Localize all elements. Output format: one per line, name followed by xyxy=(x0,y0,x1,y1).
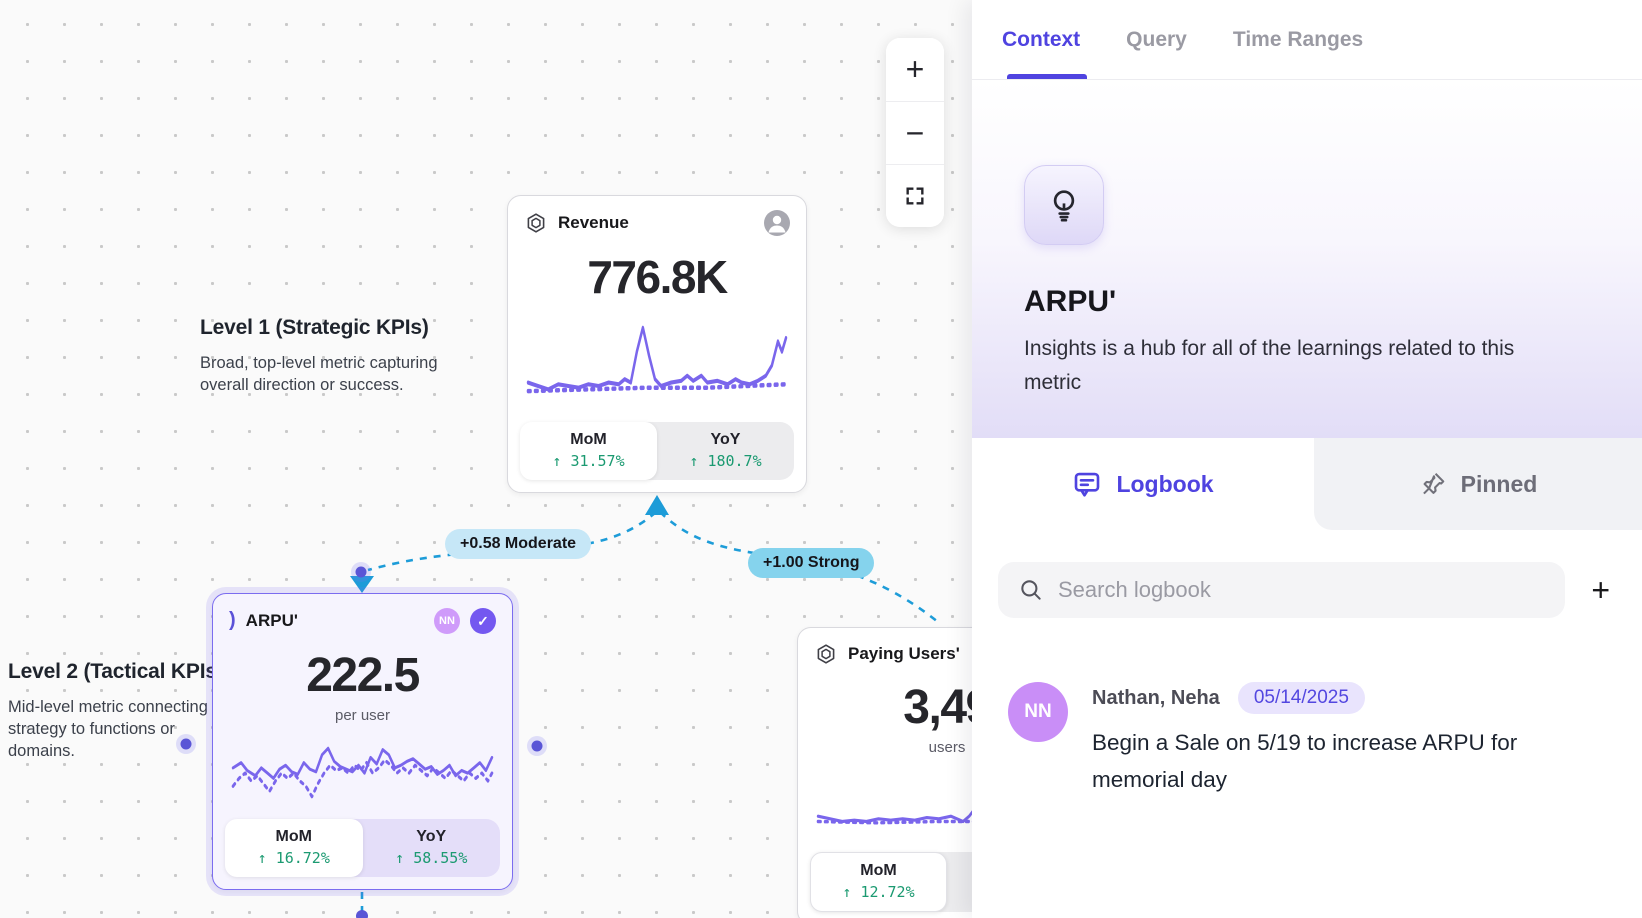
connection-handle[interactable] xyxy=(527,736,547,756)
sparkline-chart xyxy=(526,325,788,394)
metric-title: ARPU' xyxy=(1024,285,1117,318)
metric-hero: ARPU' Insights is a hub for all of the l… xyxy=(972,80,1642,438)
pin-icon xyxy=(1422,472,1444,495)
panel-subtabs: Logbook Pinned xyxy=(972,438,1642,530)
zoom-out-button[interactable]: − xyxy=(886,101,944,164)
node-metrics-footer: MoM ↑ 16.72% YoY ↑ 58.55% xyxy=(225,819,500,877)
yoy-metric[interactable]: YoY ↑ 58.55% xyxy=(395,828,468,867)
tab-logbook[interactable]: Logbook xyxy=(972,438,1314,530)
sparkline-chart xyxy=(816,810,972,825)
up-arrow-icon: ↑ xyxy=(842,883,852,901)
crescent-metric-icon: ) xyxy=(229,609,236,631)
level-1-label: Level 1 (Strategic KPIs) Broad, top-leve… xyxy=(200,316,458,396)
node-metrics-footer: MoM ↑ 31.57% YoY ↑ 180.7% xyxy=(520,422,794,480)
yoy-metric[interactable]: YoY ↑ 180.7% xyxy=(689,431,762,470)
fullscreen-icon xyxy=(906,187,924,205)
insight-tile xyxy=(1024,165,1104,245)
node-metrics-footer: MoM ↑ 12.72% xyxy=(810,852,972,912)
search-icon xyxy=(1021,580,1041,600)
up-arrow-icon: ↑ xyxy=(257,849,267,867)
hexagon-metric-icon xyxy=(817,644,835,664)
metric-tree-canvas[interactable]: Level 1 (Strategic KPIs) Broad, top-leve… xyxy=(0,0,972,918)
correlation-label-strong[interactable]: +1.00 Strong xyxy=(748,548,875,578)
metric-node-arpu[interactable]: ) ARPU' NN ✓ 222.5 per user MoM ↑ 16.72%… xyxy=(212,593,513,890)
collaborator-avatar: NN xyxy=(434,608,460,634)
connection-handle[interactable] xyxy=(176,734,196,754)
mom-metric[interactable]: MoM ↑ 12.72% xyxy=(810,852,947,912)
connection-handle[interactable] xyxy=(356,910,368,918)
add-logbook-entry-button[interactable]: + xyxy=(1585,574,1616,606)
node-value: 222.5 xyxy=(306,649,420,702)
level-2-description: Mid-level metric connecting strategy to … xyxy=(8,698,208,761)
arrowhead-down-icon xyxy=(350,576,374,593)
level-1-description: Broad, top-level metric capturing overal… xyxy=(200,354,438,395)
logbook-entry[interactable]: NN Nathan, Neha 05/14/2025 Begin a Sale … xyxy=(1008,682,1612,798)
active-tab-indicator xyxy=(1007,74,1087,79)
level-1-title: Level 1 (Strategic KPIs) xyxy=(200,316,429,339)
node-value: 776.8K xyxy=(587,251,728,303)
node-title: ARPU' xyxy=(245,611,298,630)
node-unit: users xyxy=(928,739,966,756)
sparkline-chart xyxy=(231,746,494,799)
panel-tabbar: Context Query Time Ranges xyxy=(972,0,1642,80)
verified-badge-icon: ✓ xyxy=(470,608,496,634)
arrowhead-up-icon xyxy=(645,495,669,515)
canvas-zoom-controls: + − xyxy=(886,38,944,227)
level-2-label: Level 2 (Tactical KPIs) Mid-level metric… xyxy=(8,660,240,762)
up-arrow-icon: ↑ xyxy=(689,452,699,470)
zoom-in-button[interactable]: + xyxy=(886,38,944,101)
node-title: Revenue xyxy=(558,213,629,232)
mom-metric[interactable]: MoM ↑ 16.72% xyxy=(225,819,363,877)
entry-avatar: NN xyxy=(1008,682,1068,742)
yoy-metric xyxy=(947,852,972,912)
entry-date-badge[interactable]: 05/14/2025 xyxy=(1237,682,1365,714)
metric-node-revenue[interactable]: Revenue 776.8K MoM ↑ 31.57% YoY xyxy=(507,195,807,493)
correlation-label-moderate[interactable]: +0.58 Moderate xyxy=(445,529,592,559)
metric-node-paying-users[interactable]: Paying Users' 3,49 users MoM ↑ 12.72% xyxy=(797,627,972,918)
owner-avatar-icon xyxy=(764,210,790,236)
entry-author: Nathan, Neha xyxy=(1092,686,1220,709)
tab-query[interactable]: Query xyxy=(1126,27,1187,51)
tab-time-ranges[interactable]: Time Ranges xyxy=(1232,27,1364,51)
node-value: 3,49 xyxy=(903,681,972,734)
up-arrow-icon: ↑ xyxy=(552,452,562,470)
logbook-toolbar: + xyxy=(998,562,1616,618)
mom-metric[interactable]: MoM ↑ 31.57% xyxy=(520,422,657,480)
context-panel: Context Query Time Ranges ARPU' Insights… xyxy=(972,0,1642,918)
hexagon-metric-icon xyxy=(527,213,545,233)
node-unit: per user xyxy=(334,707,391,724)
logbook-content: + NN Nathan, Neha 05/14/2025 Begin a Sal… xyxy=(972,530,1642,918)
node-title: Paying Users' xyxy=(848,644,960,663)
lightbulb-icon xyxy=(1053,190,1075,222)
connection-handle[interactable] xyxy=(351,562,371,582)
tab-context[interactable]: Context xyxy=(1002,27,1081,51)
logbook-icon xyxy=(1075,472,1100,497)
fit-view-button[interactable] xyxy=(886,164,944,227)
tab-pinned[interactable]: Pinned xyxy=(1314,438,1642,530)
search-input[interactable] xyxy=(1058,577,1546,603)
level-2-title: Level 2 (Tactical KPIs) xyxy=(8,660,224,683)
metric-description: Insights is a hub for all of the learnin… xyxy=(1024,337,1515,394)
logbook-search[interactable] xyxy=(998,562,1566,618)
entry-text: Begin a Sale on 5/19 to increase ARPU fo… xyxy=(1092,730,1518,793)
up-arrow-icon: ↑ xyxy=(395,849,405,867)
